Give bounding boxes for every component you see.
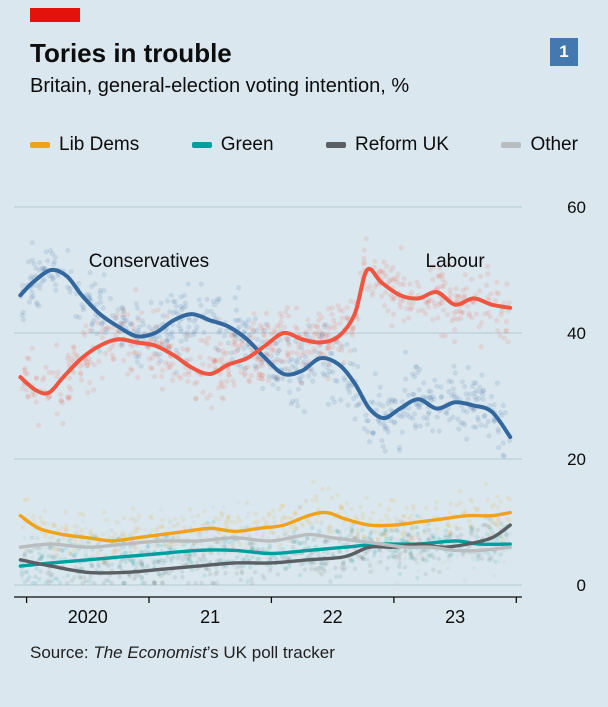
scatter-lib-dems (20, 480, 513, 566)
chart-subtitle: Britain, general-election voting intenti… (30, 75, 410, 97)
y-label-0: 0 (577, 576, 586, 595)
x-label-2020: 2020 (68, 607, 108, 627)
source-prefix: Source: (30, 643, 94, 662)
legend-item-reform-uk: Reform UK (326, 134, 449, 156)
legend-label: Green (220, 134, 274, 155)
legend-swatch-lib-dems (30, 142, 50, 148)
legend-label: Other (530, 134, 578, 155)
chart-card: 1 Tories in trouble Britain, general-ele… (0, 8, 608, 663)
y-label-40: 40 (567, 324, 586, 343)
legend-item-green: Green (191, 134, 274, 156)
chart-title: Tories in trouble (30, 38, 232, 68)
legend-item-other: Other (501, 134, 578, 156)
brand-tag (30, 8, 80, 22)
legend-swatch-green (191, 142, 212, 148)
line-reform-uk (18, 523, 512, 575)
x-label-22: 22 (323, 607, 343, 627)
y-label-20: 20 (567, 450, 586, 469)
x-label-21: 21 (200, 607, 220, 627)
line-green (18, 539, 512, 568)
legend-item-lib-dems: Lib Dems (30, 134, 139, 156)
annotation-conservatives: Conservatives (89, 251, 209, 272)
legend-label: Lib Dems (59, 134, 140, 155)
annotation-labour: Labour (426, 251, 486, 272)
line-labour (18, 266, 513, 396)
legend-swatch-reform-uk (326, 142, 346, 148)
figure-number-badge: 1 (550, 38, 578, 66)
line-conservatives (18, 267, 513, 439)
source-suffix: ’s UK poll tracker (206, 643, 335, 662)
line-other (18, 532, 512, 553)
legend-label: Reform UK (355, 134, 449, 155)
x-label-23: 23 (445, 607, 465, 627)
legend-swatch-other (501, 142, 522, 148)
source-publication: The Economist (93, 643, 207, 662)
chart: 0 20 40 60 2020 21 22 23 Conservatives Labour (14, 198, 586, 627)
source-line: Source: The Economist’s UK poll tracker (30, 643, 578, 663)
y-label-60: 60 (567, 198, 586, 217)
figure-number: 1 (559, 42, 569, 61)
legend: Lib Dems Green Reform UK Other (30, 133, 578, 157)
line-lib-dems (18, 510, 512, 543)
